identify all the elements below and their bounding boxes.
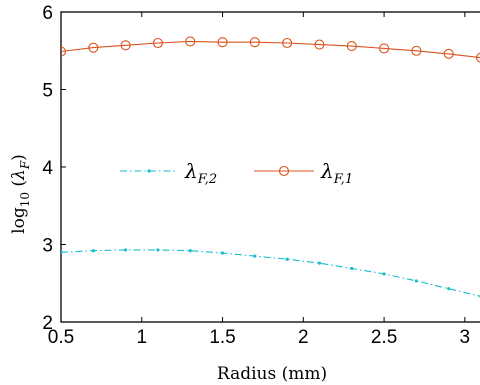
series-line-1 (61, 249, 480, 297)
series-2-point (475, 52, 480, 63)
series-2-point (411, 45, 422, 56)
series-2-point (282, 37, 293, 49)
series-1-point (156, 248, 160, 252)
x-tick-label: 0.5 (48, 327, 74, 348)
legend-swatch-marker (278, 165, 290, 177)
series-1-point (188, 249, 192, 253)
series-1-point (253, 254, 257, 258)
series-2-point (249, 37, 260, 48)
y-axis-label-log: log (9, 207, 29, 234)
x-tick-label: 2.5 (371, 327, 397, 348)
svg-text:log10 (λF): log10 (λF) (9, 154, 32, 234)
y-tick-label: 2 (42, 313, 53, 334)
x-tick-label: 1.5 (209, 327, 235, 348)
plot-border (60, 11, 480, 323)
series-1-point (220, 251, 225, 255)
x-axis-label: Radius (mm) (217, 364, 327, 384)
series-1-point (61, 250, 63, 254)
x-axis-ticks: 0.5 1 1.5 2 2.5 3 (48, 12, 470, 348)
plot-frame (60, 11, 480, 323)
series-1-point (350, 266, 354, 271)
series-layer (61, 36, 480, 298)
series-1-point (317, 261, 322, 265)
series-2-point (88, 42, 99, 53)
y-tick-label: 4 (42, 158, 53, 179)
x-tick-label: 1 (136, 327, 147, 348)
y-tick-label: 6 (42, 3, 53, 24)
series-1-point (447, 287, 451, 291)
legend: λF,2 λF,1 (120, 159, 353, 187)
series-line-2 (61, 40, 480, 59)
series-2-point (346, 41, 357, 52)
series-2-point (61, 46, 67, 57)
legend-swatch-marker (147, 169, 151, 173)
y-tick-label: 5 (42, 81, 53, 102)
y-tick-label: 3 (42, 236, 53, 257)
y-axis-label-base: 10 (18, 192, 32, 207)
series-2-point (443, 48, 454, 59)
series-2-point (379, 43, 390, 54)
series-2-point (185, 36, 196, 47)
series-2-point (314, 39, 325, 50)
series-1-point (124, 248, 128, 252)
series-1-point (91, 249, 95, 253)
legend-label-2: λF,1 (320, 159, 353, 187)
series-2-point (217, 37, 228, 48)
series-1-point (382, 272, 386, 276)
series-1-point (414, 279, 418, 283)
series-2-point (152, 37, 163, 49)
y-axis-label: log10 (λF) (9, 154, 32, 234)
y-axis-ticks: 2 3 4 5 6 (42, 3, 66, 334)
legend-label-1: λF,2 (184, 159, 217, 187)
x-tick-label: 2 (298, 327, 309, 348)
series-1-point (285, 257, 289, 261)
series-2-point (120, 40, 131, 51)
x-tick-label: 3 (460, 327, 471, 348)
